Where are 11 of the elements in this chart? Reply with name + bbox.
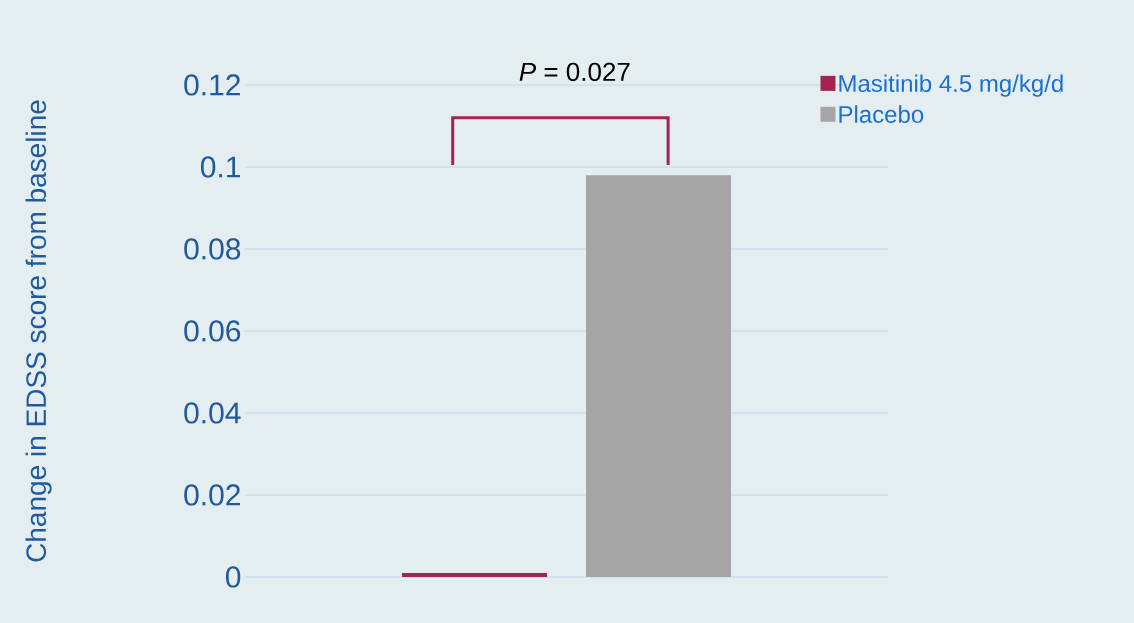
y-tick-label: 0.02: [184, 484, 240, 506]
legend-label: Masitinib 4.5 mg/kg/d: [839, 74, 1063, 97]
y-tick-label: 0.08: [184, 238, 241, 260]
legend-label: Placebo: [839, 105, 924, 123]
y-tick-label: 0.1: [200, 156, 241, 178]
y-tick-label: 0.06: [184, 320, 241, 342]
y-tick-label: 0: [225, 566, 241, 588]
y-axis-title: Change in EDSS score from baseline: [25, 100, 52, 562]
y-tick-label: 0.04: [184, 402, 241, 424]
y-tick-label: 0.12: [184, 74, 240, 96]
text: P = 0.027: [519, 62, 630, 82]
